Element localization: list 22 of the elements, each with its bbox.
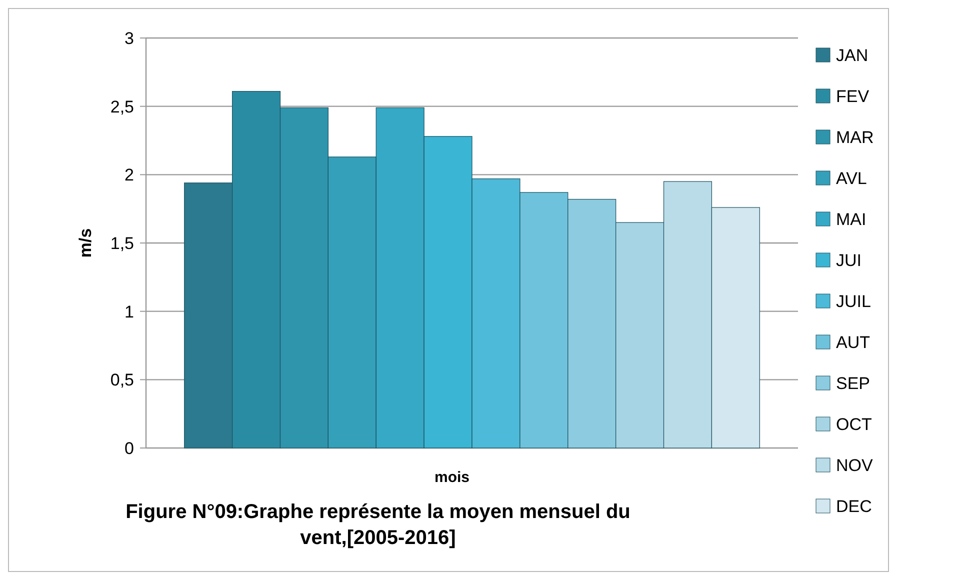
legend-label: SEP <box>836 374 870 393</box>
text: Figure N°09:Graphe représente la moyen mensuel du vent,[2005-2016] <box>126 501 630 549</box>
x-axis-title: mois <box>434 469 470 486</box>
legend-label: NOV <box>836 456 874 475</box>
y-tick-label: 1,5 <box>110 234 134 253</box>
legend-label: AUT <box>836 332 870 352</box>
legend-label: MAI <box>836 210 866 229</box>
y-tick-label: 0,5 <box>110 370 134 390</box>
y-axis-title: m/s <box>76 228 95 258</box>
y-tick-label: 2 <box>124 166 134 185</box>
y-tick-label: 3 <box>124 28 134 48</box>
legend-label: FEV <box>836 86 870 106</box>
legend-label: JUI <box>836 250 862 270</box>
legend-label: JAN <box>836 46 868 65</box>
legend-label: AVL <box>836 168 867 188</box>
legend-label: OCT <box>836 414 872 434</box>
y-tick-label: 1 <box>124 302 134 322</box>
legend-label: MAR <box>836 128 874 147</box>
y-tick-label: 2,5 <box>110 97 134 116</box>
y-tick-label: 0 <box>124 438 134 458</box>
legend-label: DEC <box>836 496 872 516</box>
legend-label: JUIL <box>836 292 871 311</box>
